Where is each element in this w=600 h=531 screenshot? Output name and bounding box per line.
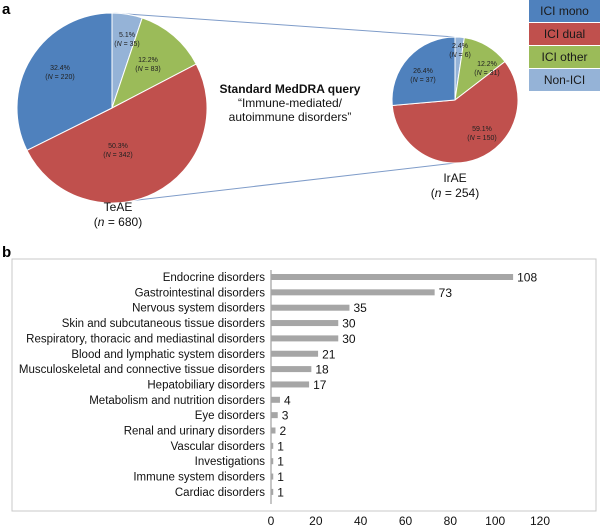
bar (271, 274, 514, 280)
legend-label-ici-mono: ICI mono (540, 4, 589, 18)
bar-value-label: 3 (282, 409, 289, 423)
bar (271, 427, 276, 434)
x-tick-label: 120 (530, 514, 550, 528)
x-tick-label: 0 (268, 514, 275, 528)
bar-value-label: 73 (439, 286, 453, 300)
bar-chart-frame (11, 258, 597, 512)
legend-label-ici-dual: ICI dual (544, 27, 585, 41)
bar-category-label: Investigations (195, 456, 266, 468)
teae-slice-label-ici-other: 12.2% (N = 83) (135, 57, 161, 73)
teae-slice-ici-other (111, 17, 197, 110)
bar-value-label: 35 (353, 301, 367, 315)
teae-pie-chart: 32.4% (N = 220) 50.3% (N = 342) 12.2% (N = 83… (16, 12, 208, 204)
x-tick-label: 100 (485, 514, 505, 528)
bar-value-label: 2 (279, 424, 286, 438)
query-line-1: “Immune-mediated/ (238, 96, 343, 110)
bar (271, 289, 435, 296)
bar-value-label: 108 (517, 271, 537, 285)
irae-slice-label-ici-dual: 59.1% (N = 150) (467, 126, 496, 142)
bar-category-label: Hepatobiliary disorders (147, 379, 265, 391)
bar (271, 488, 274, 495)
panel-b-label: b (2, 244, 11, 261)
bar-value-label: 1 (277, 470, 284, 484)
bar-category-label: Metabolism and nutrition disorders (89, 395, 265, 407)
bar-category-label: Blood and lymphatic system disorders (71, 349, 265, 361)
x-tick-label: 60 (399, 514, 413, 528)
x-tick-label: 80 (444, 514, 458, 528)
bar-category-label: Cardiac disorders (175, 487, 265, 499)
legend-swatch-ici-mono (529, 0, 600, 22)
irae-slice-label-ici-other: 12.2% (N = 31) (474, 61, 500, 77)
bar-chart: Endocrine disorders 108 Gastrointestinal d… (19, 270, 550, 528)
bar-category-label: Immune system disorders (133, 472, 265, 484)
bar (271, 442, 274, 449)
bar-value-label: 18 (315, 363, 329, 377)
bar (271, 381, 310, 388)
teae-slice-ici-dual (26, 63, 208, 204)
irae-pie-chart: 26.4% (N = 37) 59.1% (N = 150) 12.2% (N = 31)… (391, 36, 519, 164)
irae-caption: IrAE (443, 171, 466, 185)
irae-n-value: 254 (455, 186, 475, 200)
bar-category-label: Gastrointestinal disorders (135, 287, 266, 299)
panel-a-label: a (2, 1, 11, 18)
teae-slice-label-ici-dual: 50.3% (N = 342) (103, 143, 132, 159)
bar (271, 320, 339, 327)
irae-n-caption: (n = 254) (431, 186, 479, 200)
legend-label-ici-other: ICI other (541, 50, 587, 64)
bar (271, 458, 274, 465)
legend-swatch-non-ici (529, 69, 600, 91)
legend: ICI mono ICI dual ICI other Non-ICI (529, 0, 600, 91)
teae-slice-label-ici-mono: 32.4% (N = 220) (45, 65, 74, 81)
bar-category-label: Eye disorders (195, 410, 266, 422)
bar-value-label: 17 (313, 378, 327, 392)
irae-slice-label-non-ici: 2.4% (N = 6) (449, 43, 471, 59)
pie-connector-lines (111, 12, 456, 204)
bar (271, 304, 350, 311)
bar (271, 366, 312, 373)
legend-swatch-ici-other (529, 46, 600, 68)
legend-label-non-ici: Non-ICI (544, 73, 585, 87)
bar-category-label: Nervous system disorders (132, 303, 265, 315)
legend-swatch-ici-dual (529, 23, 600, 45)
irae-slice-ici-dual (391, 60, 519, 164)
irae-slice-label-ici-mono: 26.4% (N = 37) (410, 68, 436, 84)
teae-n-caption: (n = 680) (94, 215, 142, 229)
bar-category-label: Respiratory, thoracic and mediastinal di… (26, 333, 265, 345)
bar-value-label: 30 (342, 332, 356, 346)
connector-line-bottom (111, 162, 456, 204)
bar-category-label: Musculoskeletal and connective tissue di… (19, 364, 265, 376)
bar-value-label: 4 (284, 393, 291, 407)
teae-caption: TeAE (104, 200, 133, 214)
irae-slice-ici-mono (391, 36, 456, 106)
bar (271, 473, 274, 480)
bar-category-label: Skin and subcutaneous tissue disorders (62, 318, 266, 330)
bar (271, 335, 339, 342)
bar-value-label: 1 (277, 439, 284, 453)
teae-slice-ici-mono (16, 12, 113, 152)
bar-value-label: 21 (322, 347, 336, 361)
connector-line-top (111, 12, 456, 38)
bar (271, 350, 319, 357)
query-title: Standard MedDRA query (220, 82, 361, 96)
bar (271, 412, 278, 419)
query-line-2: autoimmune disorders” (229, 110, 352, 124)
x-tick-label: 40 (354, 514, 368, 528)
bar (271, 396, 280, 403)
bar-value-label: 1 (277, 485, 284, 499)
x-tick-label: 20 (309, 514, 323, 528)
bar-category-label: Vascular disorders (171, 441, 266, 453)
bar-value-label: 30 (342, 317, 356, 331)
teae-slice-label-non-ici: 5.1% (N = 35) (114, 32, 140, 48)
bar-category-label: Endocrine disorders (163, 272, 266, 284)
teae-n-value: 680 (118, 215, 138, 229)
bar-category-label: Renal and urinary disorders (124, 426, 266, 438)
bar-value-label: 1 (277, 455, 284, 469)
